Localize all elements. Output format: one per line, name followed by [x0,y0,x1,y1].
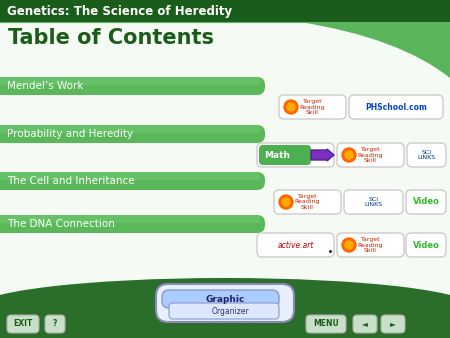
FancyBboxPatch shape [0,22,450,308]
FancyBboxPatch shape [0,316,450,338]
Text: MENU: MENU [313,319,339,329]
Ellipse shape [240,0,450,130]
FancyBboxPatch shape [337,143,404,167]
FancyBboxPatch shape [0,77,265,95]
FancyBboxPatch shape [0,77,260,85]
Circle shape [282,198,290,206]
FancyBboxPatch shape [0,125,260,133]
FancyBboxPatch shape [337,233,404,257]
FancyBboxPatch shape [381,315,405,333]
FancyBboxPatch shape [406,233,446,257]
Text: The Cell and Inheritance: The Cell and Inheritance [7,176,135,186]
FancyBboxPatch shape [156,284,294,322]
FancyBboxPatch shape [0,215,265,233]
Circle shape [342,148,356,162]
Text: ?: ? [53,319,57,329]
FancyBboxPatch shape [0,125,30,143]
Ellipse shape [240,0,450,103]
FancyBboxPatch shape [0,0,450,22]
FancyBboxPatch shape [169,303,279,319]
Text: active.art: active.art [278,241,314,249]
Text: ►: ► [390,319,396,329]
Text: Genetics: The Science of Heredity: Genetics: The Science of Heredity [7,4,232,18]
Text: Target
Reading
Skill: Target Reading Skill [358,237,383,253]
FancyBboxPatch shape [45,315,65,333]
FancyBboxPatch shape [344,190,403,214]
Text: Graphic: Graphic [205,294,245,304]
Circle shape [345,151,353,159]
FancyBboxPatch shape [279,95,346,119]
FancyBboxPatch shape [0,125,265,143]
Text: ◄: ◄ [362,319,368,329]
FancyBboxPatch shape [257,143,334,167]
Ellipse shape [0,278,450,338]
FancyBboxPatch shape [0,215,30,233]
Text: The DNA Connection: The DNA Connection [7,219,115,229]
Circle shape [284,100,298,114]
Text: Table of Contents: Table of Contents [8,28,214,48]
Circle shape [342,238,356,252]
Text: EXIT: EXIT [14,319,33,329]
Text: Organizer: Organizer [211,307,249,315]
FancyBboxPatch shape [7,315,39,333]
Text: Math: Math [264,150,290,160]
FancyBboxPatch shape [349,95,443,119]
FancyBboxPatch shape [0,215,260,223]
Text: SCI
LINKS: SCI LINKS [418,150,436,161]
FancyBboxPatch shape [306,315,346,333]
Text: Mendel’s Work: Mendel’s Work [7,81,84,91]
FancyBboxPatch shape [0,172,265,190]
FancyBboxPatch shape [0,172,260,180]
FancyBboxPatch shape [259,145,311,165]
PathPatch shape [0,22,450,308]
Text: Probability and Heredity: Probability and Heredity [7,129,133,139]
FancyBboxPatch shape [353,315,377,333]
FancyBboxPatch shape [274,190,341,214]
Circle shape [345,241,353,249]
Text: PHSchool.com: PHSchool.com [365,102,427,112]
Text: Target
Reading
Skill: Target Reading Skill [295,194,320,210]
FancyBboxPatch shape [0,22,300,308]
Circle shape [279,195,293,209]
FancyBboxPatch shape [162,290,279,308]
Text: Target
Reading
Skill: Target Reading Skill [300,99,325,115]
Text: Video: Video [413,241,440,249]
Text: Video: Video [413,197,440,207]
Text: SCI
LINKS: SCI LINKS [364,197,382,208]
FancyArrow shape [311,149,334,161]
Circle shape [287,103,295,111]
Text: Target
Reading
Skill: Target Reading Skill [358,147,383,163]
FancyBboxPatch shape [0,172,30,190]
FancyBboxPatch shape [257,233,334,257]
FancyBboxPatch shape [407,143,446,167]
FancyBboxPatch shape [406,190,446,214]
FancyBboxPatch shape [0,77,30,95]
